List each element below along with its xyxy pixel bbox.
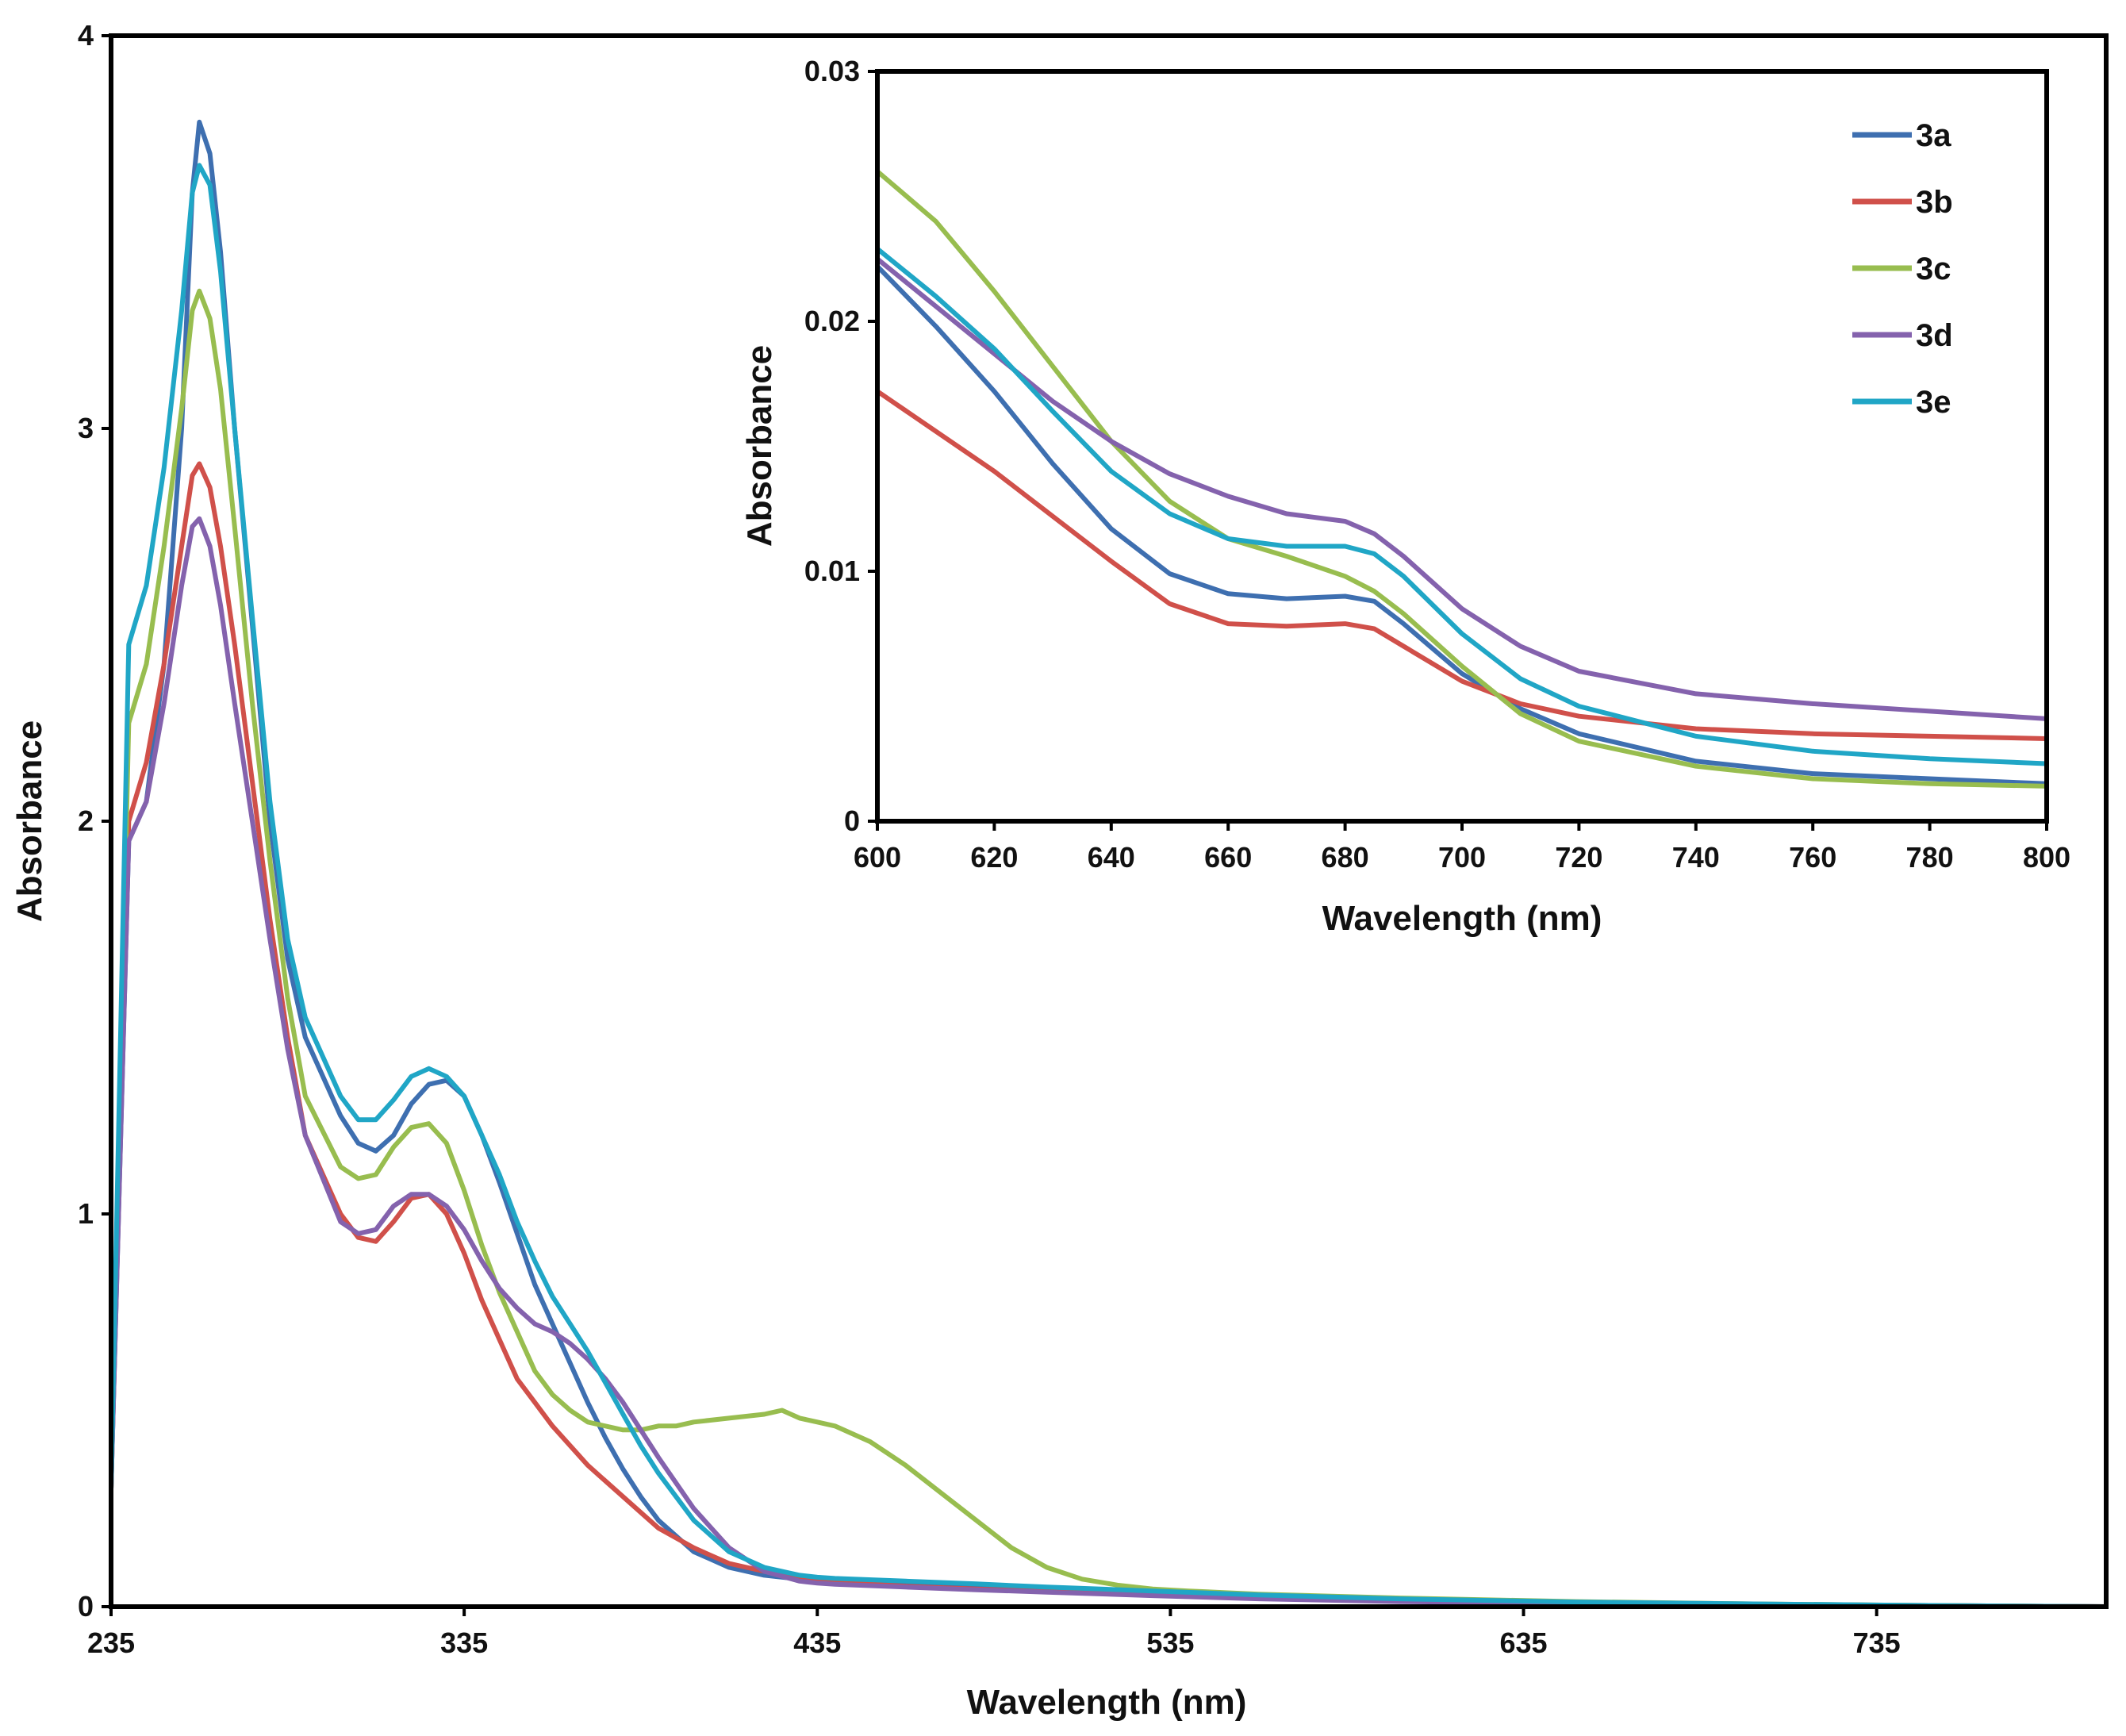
inset-x-axis-title: Wavelength (nm) [1322, 899, 1602, 938]
main-x-tick-label: 235 [87, 1627, 135, 1659]
main-frame [109, 33, 2109, 1609]
inset-series-line-3e [875, 246, 2049, 766]
inset-x-tick-label: 740 [1672, 841, 1720, 874]
main-y-tick-label: 1 [78, 1197, 94, 1230]
inset-x-tick-label: 720 [1555, 841, 1602, 874]
main-y-tick-label: 2 [78, 805, 94, 837]
main-x-tick-label: 635 [1499, 1627, 1547, 1659]
main-x-tick-label: 535 [1146, 1627, 1194, 1659]
inset-x-tick-label: 660 [1204, 841, 1252, 874]
main-y-tick-label: 0 [78, 1590, 94, 1623]
inset-y-axis-title: Absorbance [740, 345, 779, 547]
legend: 3a 3b 3c 3d 3e [1852, 118, 1953, 420]
inset-y-tick-label: 0 [844, 805, 860, 837]
inset-series-line-3b [875, 389, 2049, 741]
inset-x-ticks: 600 620 640 660 680 700 720 740 760 780 800 [854, 821, 2070, 874]
main-y-tick-label: 4 [78, 19, 94, 52]
main-series-line-3c [109, 288, 2109, 1609]
inset-series-line-3d [875, 256, 2049, 721]
main-x-axis-title: Wavelength (nm) [967, 1683, 1247, 1722]
inset-background [865, 20, 2114, 956]
inset-series-line-3a [875, 263, 2049, 786]
inset-y-tick-label: 0.03 [804, 55, 860, 87]
main-y-axis-title: Absorbance [10, 720, 49, 922]
inset-x-tick-label: 800 [2023, 841, 2070, 874]
legend-label-3a: 3a [1916, 118, 1951, 153]
inset-x-tick-label: 600 [854, 841, 901, 874]
legend-label-3c: 3c [1916, 252, 1951, 286]
inset-absorbance-chart: 600 620 640 660 680 700 720 740 760 780 800 00.010… [740, 20, 2114, 956]
legend-label-3d: 3d [1916, 318, 1953, 353]
inset-x-tick-label: 640 [1088, 841, 1135, 874]
main-x-tick-label: 335 [440, 1627, 488, 1659]
main-x-ticks: 235 335 435 535 635 735 [87, 1607, 1901, 1659]
inset-y-tick-label: 0.01 [804, 555, 860, 587]
main-x-tick-label: 735 [1853, 1627, 1901, 1659]
legend-label-3e: 3e [1916, 385, 1951, 420]
inset-x-tick-label: 620 [970, 841, 1018, 874]
legend-label-3b: 3b [1916, 185, 1953, 220]
inset-series-line-3c [875, 169, 2049, 789]
inset-y-tick-label: 0.02 [804, 305, 860, 337]
main-x-tick-label: 435 [793, 1627, 841, 1659]
main-series-line-3e [109, 163, 2109, 1609]
inset-x-tick-label: 780 [1906, 841, 1954, 874]
inset-x-tick-label: 760 [1789, 841, 1836, 874]
inset-x-tick-label: 700 [1438, 841, 1486, 874]
inset-series-group [875, 169, 2049, 789]
main-series-group [109, 119, 2109, 1609]
inset-y-ticks: 0 0.01 0.02 0.03 [804, 55, 877, 837]
main-series-line-3d [109, 516, 2109, 1609]
inset-x-tick-label: 680 [1322, 841, 1369, 874]
main-y-ticks: 0 1 2 3 4 [78, 19, 111, 1623]
main-y-tick-label: 3 [78, 412, 94, 444]
